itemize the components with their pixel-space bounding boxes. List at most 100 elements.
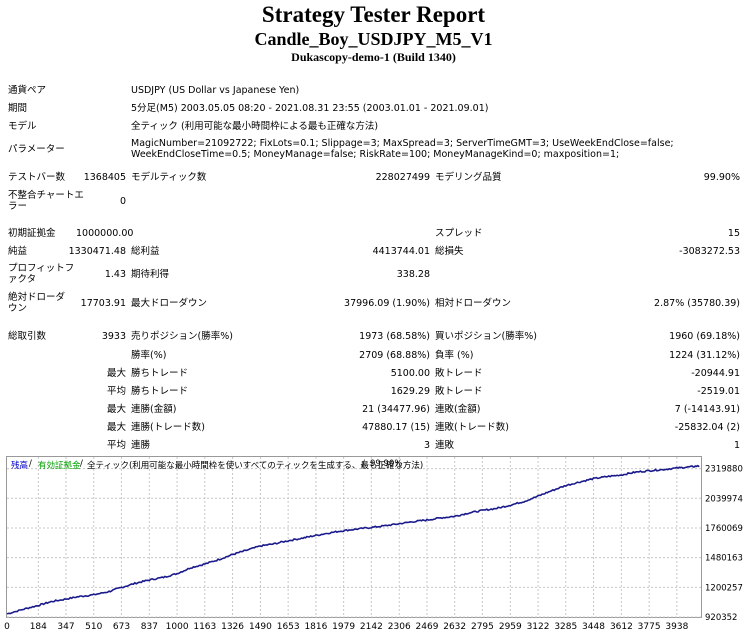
rel-dd-value: 2.87% (35780.39) — [654, 298, 740, 309]
avg-win-label: 勝ちトレード — [131, 386, 189, 397]
y-tick-label: 1200257 — [705, 583, 743, 593]
x-tick-label: 3122 — [527, 622, 550, 632]
bars-value: 1368405 — [83, 172, 126, 183]
net-label: 純益 — [8, 246, 28, 257]
trades-label: 総取引数 — [8, 331, 47, 342]
y-tick-label: 1760069 — [705, 524, 743, 534]
rel-dd-label: 相対ドローダウン — [435, 298, 512, 309]
x-tick-label: 2306 — [388, 622, 411, 632]
x-tick-label: 3285 — [554, 622, 577, 632]
symbol-label: 通貨ペア — [8, 85, 47, 96]
x-tick-label: 2142 — [360, 622, 383, 632]
y-tick-label: 2039974 — [705, 494, 743, 504]
model-value: 全ティック (利用可能な最小時間枠による最も正確な方法) — [131, 121, 379, 132]
largest-win-value: 5100.00 — [390, 368, 430, 379]
loss-value: 1224 (31.12%) — [669, 350, 740, 361]
loss-label: 負率 (%) — [435, 350, 474, 361]
legend-quality: 99.90% — [370, 459, 403, 469]
x-tick-label: 184 — [30, 622, 47, 632]
cons-wins-label: 連勝(金額) — [131, 404, 177, 415]
max-dd-label: 最大ドローダウン — [131, 298, 208, 309]
period-value: 5分足(M5) 2003.05.05 08:20 - 2021.08.31 23… — [131, 103, 489, 114]
avg-loss-label: 敗トレード — [435, 386, 483, 397]
cons-losses-label: 連敗(金額) — [435, 404, 481, 415]
deposit-value: 1000000.00 — [76, 228, 134, 239]
balance-chart — [6, 456, 702, 618]
x-tick-label: 1653 — [277, 622, 300, 632]
cons-wins-value: 21 (34477.96) — [362, 404, 430, 415]
short-value: 1973 (68.58%) — [359, 331, 430, 342]
x-tick-label: 3448 — [582, 622, 605, 632]
gross-loss-label: 総損失 — [435, 246, 464, 257]
avg-cons-losses-label: 連敗 — [435, 440, 455, 451]
avg-word-2: 平均 — [106, 440, 126, 451]
abs-dd-label: 絶対ドローダウン — [8, 292, 66, 314]
ticks-label: モデルティック数 — [131, 172, 207, 183]
x-tick-label: 3938 — [665, 622, 688, 632]
abs-dd-value: 17703.91 — [80, 298, 126, 309]
x-tick-label: 0 — [4, 622, 10, 632]
mismatch-label: 不整合チャートエラー — [8, 190, 84, 212]
x-tick-label: 2632 — [443, 622, 466, 632]
spread-value: 15 — [727, 228, 740, 239]
expected-label: 期待利得 — [131, 269, 170, 280]
x-tick-label: 347 — [57, 622, 74, 632]
x-tick-label: 1816 — [304, 622, 327, 632]
avg-word-1: 平均 — [106, 386, 126, 397]
report-title: Strategy Tester Report — [261, 2, 486, 27]
max-word-3: 最大 — [106, 422, 126, 433]
cons-profit-label: 連勝(トレード数) — [131, 422, 205, 433]
x-tick-label: 673 — [113, 622, 130, 632]
quality-value: 99.90% — [703, 172, 740, 183]
avg-cons-wins-label: 連勝 — [131, 440, 151, 451]
legend-sep-2: / — [80, 459, 83, 469]
net-value: 1330471.48 — [68, 246, 126, 257]
cons-profit-value: 47880.17 (15) — [362, 422, 430, 433]
spread-label: スプレッド — [435, 228, 483, 239]
symbol-value: USDJPY (US Dollar vs Japanese Yen) — [131, 85, 300, 96]
expert-name: Candle_Boy_USDJPY_M5_V1 — [254, 29, 493, 49]
legend-sep-3: / — [362, 459, 365, 469]
x-tick-label: 1163 — [193, 622, 216, 632]
y-tick-label: 2319880 — [705, 465, 743, 475]
max-word-2: 最大 — [106, 404, 126, 415]
gross-profit-label: 総利益 — [131, 246, 160, 257]
avg-loss-value: -2519.01 — [697, 386, 740, 397]
max-dd-value: 37996.09 (1.90%) — [344, 298, 430, 309]
x-tick-label: 510 — [85, 622, 102, 632]
largest-loss-value: -20944.91 — [691, 368, 740, 379]
legend-sep-1: / — [29, 459, 32, 469]
bars-label: テストバー数 — [8, 172, 66, 183]
pf-value: 1.43 — [104, 269, 126, 280]
ticks-value: 228027499 — [375, 172, 430, 183]
params-value: MagicNumber=21092722; FixLots=0.1; Slipp… — [131, 138, 674, 160]
legend-margin: 有効証拠金 — [38, 461, 81, 471]
x-tick-label: 1326 — [221, 622, 244, 632]
quality-label: モデリング品質 — [435, 172, 502, 183]
y-tick-label: 920352 — [705, 613, 737, 623]
x-tick-label: 2469 — [416, 622, 439, 632]
trades-value: 3933 — [101, 331, 126, 342]
win-value: 2709 (68.88%) — [359, 350, 430, 361]
legend-balance: 残高 — [11, 461, 29, 471]
max-word-1: 最大 — [106, 368, 126, 379]
avg-cons-wins-value: 3 — [423, 440, 430, 451]
gross-profit-value: 4413744.01 — [372, 246, 430, 257]
short-label: 売りポジション(勝率%) — [131, 331, 233, 342]
win-label: 勝率(%) — [131, 350, 167, 361]
model-label: モデル — [8, 121, 37, 132]
params-label: パラメーター — [8, 144, 65, 155]
x-tick-label: 2959 — [499, 622, 522, 632]
period-label: 期間 — [8, 103, 28, 114]
deposit-label: 初期証拠金 — [8, 228, 56, 239]
mismatch-value: 0 — [119, 196, 126, 207]
gross-loss-value: -3083272.53 — [679, 246, 740, 257]
x-tick-label: 837 — [141, 622, 158, 632]
expected-value: 338.28 — [396, 269, 430, 280]
long-label: 買いポジション(勝率%) — [435, 331, 537, 342]
largest-loss-label: 敗トレード — [435, 368, 483, 379]
x-tick-label: 1000 — [166, 622, 189, 632]
cons-loss-value: -25832.04 (2) — [674, 422, 740, 433]
cons-losses-value: 7 (-14143.91) — [674, 404, 740, 415]
